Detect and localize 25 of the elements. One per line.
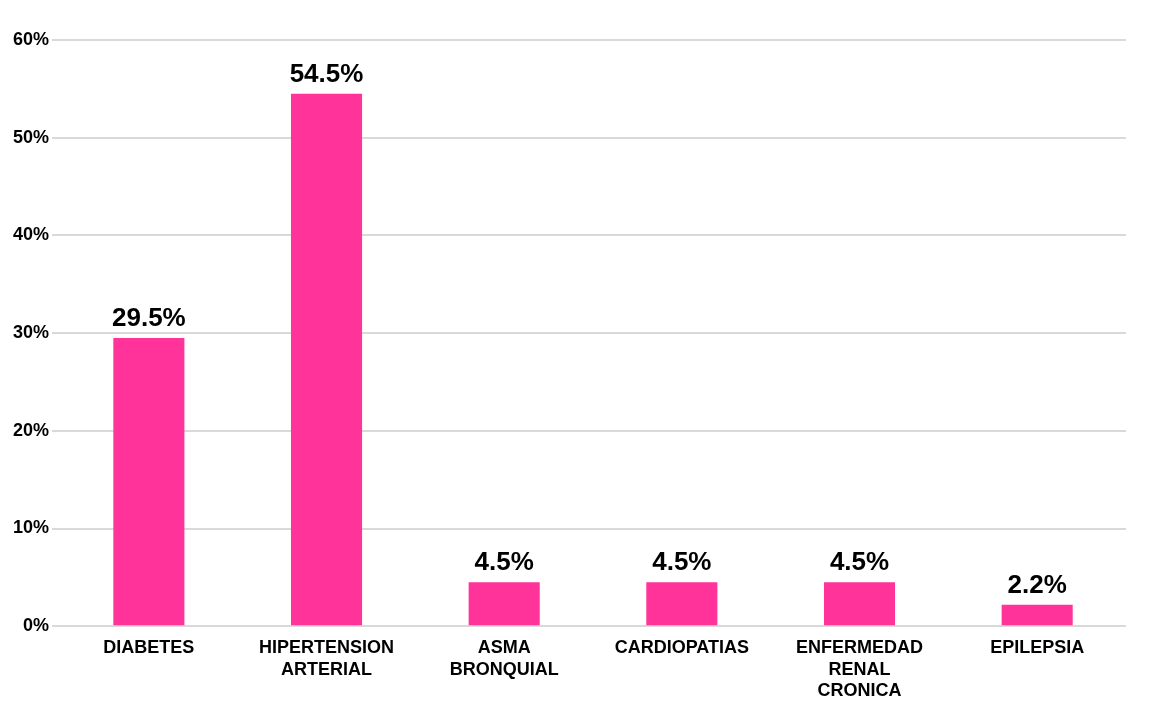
y-tick-label: 20% bbox=[13, 419, 50, 440]
bar bbox=[646, 582, 718, 626]
x-tick-label: CARDIOPATIAS bbox=[614, 636, 750, 657]
y-tick-label: 0% bbox=[23, 615, 50, 636]
bar bbox=[1001, 604, 1073, 626]
bar bbox=[468, 582, 540, 626]
x-tick-label: ASMA BRONQUIAL bbox=[449, 636, 559, 679]
y-tick-label: 30% bbox=[13, 322, 50, 343]
bar bbox=[113, 337, 185, 626]
bar bbox=[290, 93, 363, 626]
y-tick-label: 10% bbox=[13, 517, 50, 538]
y-tick-label: 40% bbox=[13, 224, 50, 245]
x-tick-label: HIPERTENSION ARTERIAL bbox=[259, 636, 395, 679]
data-label: 4.5% bbox=[474, 546, 534, 577]
y-tick-label: 60% bbox=[13, 28, 50, 49]
x-tick-label: ENFERMEDAD RENAL CRONICA bbox=[796, 636, 924, 701]
data-label: 4.5% bbox=[829, 546, 890, 577]
data-label: 29.5% bbox=[111, 302, 186, 333]
x-tick-label: EPILEPSIA bbox=[990, 636, 1085, 657]
bar bbox=[823, 582, 896, 626]
data-label: 4.5% bbox=[652, 546, 712, 577]
data-label: 2.2% bbox=[1007, 568, 1067, 599]
x-tick-label: DIABETES bbox=[103, 636, 195, 657]
y-tick-label: 50% bbox=[13, 126, 50, 147]
data-label: 54.5% bbox=[289, 57, 364, 88]
